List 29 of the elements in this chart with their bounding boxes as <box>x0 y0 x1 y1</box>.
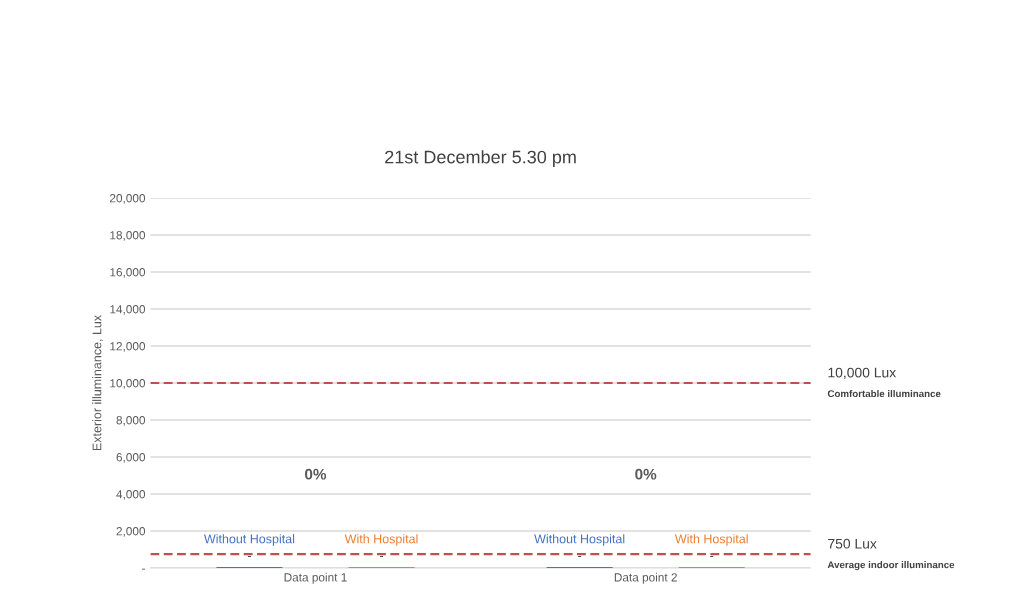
y-tick-label: 18,000 <box>110 231 146 241</box>
data-label: - <box>578 556 582 558</box>
y-tick-label: 8,000 <box>116 416 146 426</box>
data-label: - <box>247 556 251 558</box>
text: Comfortable illuminance <box>827 389 941 398</box>
x-tick-label: Data point 2 <box>614 572 677 584</box>
y-axis-title: Exterior illuminance, Lux <box>92 315 103 451</box>
text: Average indoor illuminance <box>827 561 955 571</box>
y-tick-label: 16,000 <box>110 268 146 278</box>
annotation: 0% <box>635 468 657 480</box>
data-label: - <box>379 556 384 558</box>
chart-title: 21st December 5.30 pm <box>385 150 576 168</box>
y-tick-label: 10,000 <box>110 379 146 389</box>
y-tick-label: 2,000 <box>116 527 146 537</box>
text: With Hospital <box>674 534 748 546</box>
y-tick-label: 12,000 <box>110 342 146 352</box>
ref-line-label: 10,000 Lux <box>828 367 897 380</box>
x-tick-label: Data point 1 <box>284 572 347 584</box>
text: Without Hospital <box>203 534 295 546</box>
ref-line-label: 750 Lux <box>828 538 877 549</box>
y-tick-label: - <box>142 568 145 570</box>
y-tick-label: 20,000 <box>110 194 146 204</box>
y-tick-label: 4,000 <box>116 490 146 500</box>
data-label: - <box>710 556 714 558</box>
y-tick-label: 14,000 <box>110 305 146 315</box>
text: Without Hospital <box>534 534 625 546</box>
series-label: With Hospital <box>344 534 418 546</box>
y-tick-label: 6,000 <box>116 453 146 463</box>
annotation: 0% <box>305 468 327 480</box>
